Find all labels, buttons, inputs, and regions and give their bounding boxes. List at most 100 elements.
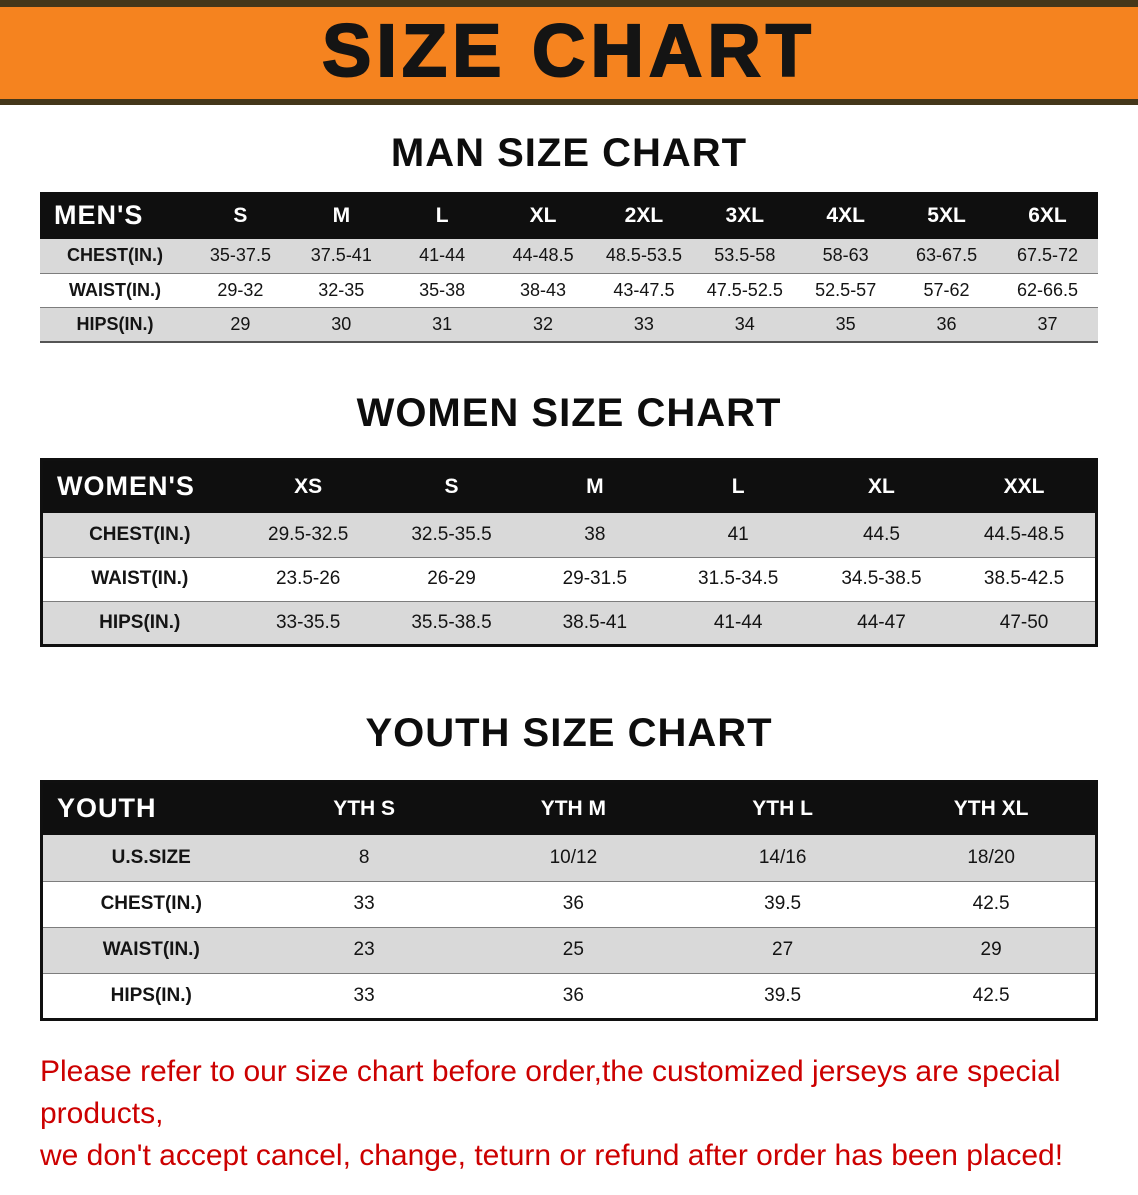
size-value-cell: 53.5-58 <box>714 245 776 266</box>
size-header-cell: XL <box>868 474 895 498</box>
size-header-cell: YTH XL <box>953 796 1029 820</box>
row-label: WAIST(IN.) <box>102 939 200 960</box>
size-value-cell: 38 <box>584 523 606 545</box>
size-header-cell: 3XL <box>725 203 765 227</box>
size-value-cell: 47-50 <box>999 611 1049 633</box>
row-label: HIPS(IN.) <box>76 313 154 334</box>
table-row: HIPS(IN.) 29 30 31 32 33 34 35 36 37 <box>40 307 1098 342</box>
size-value-cell: 57-62 <box>923 279 970 300</box>
size-header-cell: YTH S <box>333 796 396 820</box>
size-value-cell: 44-48.5 <box>512 245 574 266</box>
size-header-cell: 2XL <box>624 203 664 227</box>
size-value-cell: 36 <box>562 893 584 914</box>
table-row: CHEST(IN.) 29.5-32.5 32.5-35.5 38 41 44.5 44.5… <box>41 513 1097 557</box>
notice-line-1: Please refer to our size chart before or… <box>40 1054 1061 1130</box>
table-title-cell: YOUTH <box>57 793 157 824</box>
table-row: HIPS(IN.) 33 36 39.5 42.5 <box>41 973 1097 1019</box>
size-value-cell: 35.5-38.5 <box>411 611 492 633</box>
size-value-cell: 33 <box>353 984 375 1006</box>
size-value-cell: 39.5 <box>764 984 802 1006</box>
size-value-cell: 44-47 <box>857 611 906 633</box>
size-value-cell: 10/12 <box>549 846 598 868</box>
size-value-cell: 38.5-41 <box>562 611 628 633</box>
table-row: WAIST(IN.) 23 25 27 29 <box>41 927 1097 973</box>
table-row: WAIST(IN.) 29-32 32-35 35-38 38-43 43-47.5 47.… <box>40 273 1098 307</box>
banner: SIZE CHART <box>0 0 1138 105</box>
size-value-cell: 29-32 <box>217 279 264 300</box>
size-value-cell: 42.5 <box>972 984 1010 1006</box>
size-value-cell: 36 <box>562 984 584 1006</box>
size-value-cell: 29 <box>230 313 251 334</box>
size-value-cell: 30 <box>331 313 352 334</box>
size-header-cell: YTH M <box>540 796 607 820</box>
youth-section: YOUTH SIZE CHART YOUTH YTH S YTH M YTH L YTH… <box>0 647 1138 1021</box>
size-header-cell: XS <box>294 474 323 498</box>
size-value-cell: 37 <box>1037 313 1058 334</box>
size-value-cell: 29 <box>980 939 1002 960</box>
notice-line-2: we don't accept cancel, change, teturn o… <box>40 1138 1064 1172</box>
women-size-table: WOMEN'S XS S M L XL XXL CHEST(IN.) 29.5-32.5 32.5… <box>40 457 1098 647</box>
header-row: YOUTH YTH S YTH M YTH L YTH XL <box>41 781 1097 835</box>
size-value-cell: 14/16 <box>758 846 807 868</box>
size-value-cell: 8 <box>358 846 370 868</box>
size-value-cell: 35-38 <box>419 279 466 300</box>
table-title-cell: WOMEN'S <box>57 471 195 502</box>
size-header-cell: 5XL <box>927 203 966 227</box>
size-value-cell: 52.5-57 <box>815 279 877 300</box>
size-value-cell: 33-35.5 <box>275 611 341 633</box>
size-value-cell: 23.5-26 <box>275 568 341 589</box>
row-label: CHEST(IN.) <box>67 245 163 266</box>
size-header-cell: XL <box>529 203 557 227</box>
size-value-cell: 32 <box>533 313 554 334</box>
row-label: HIPS(IN.) <box>110 984 192 1006</box>
size-value-cell: 18/20 <box>967 846 1015 868</box>
table-row: U.S.SIZE 8 10/12 14/16 18/20 <box>41 835 1097 881</box>
size-value-cell: 32.5-35.5 <box>411 523 492 545</box>
size-header-cell: XXL <box>1003 474 1045 498</box>
size-value-cell: 29-31.5 <box>562 568 628 589</box>
size-value-cell: 35-37.5 <box>209 245 271 266</box>
size-value-cell: 25 <box>562 939 584 960</box>
row-label: CHEST(IN.) <box>89 523 191 545</box>
size-value-cell: 44.5 <box>862 523 900 545</box>
women-section: WOMEN SIZE CHART WOMEN'S XS S M L XL XXL CHEST(… <box>0 343 1138 647</box>
size-value-cell: 23 <box>353 939 375 960</box>
table-row: CHEST(IN.) 35-37.5 37.5-41 41-44 44-48.5 48.5… <box>40 239 1098 273</box>
row-label: WAIST(IN.) <box>69 279 161 300</box>
youth-section-heading: YOUTH SIZE CHART <box>365 710 773 755</box>
size-value-cell: 42.5 <box>972 893 1010 914</box>
size-value-cell: 39.5 <box>764 893 802 914</box>
table-title-cell: MEN'S <box>54 200 144 230</box>
size-value-cell: 44.5-48.5 <box>983 523 1065 545</box>
size-value-cell: 32-35 <box>318 279 365 300</box>
table-row: CHEST(IN.) 33 36 39.5 42.5 <box>41 881 1097 927</box>
footer-notice: Please refer to our size chart before or… <box>0 1051 1138 1195</box>
size-value-cell: 31 <box>432 313 453 334</box>
row-label: HIPS(IN.) <box>99 611 181 633</box>
size-value-cell: 35 <box>835 313 856 334</box>
row-label: U.S.SIZE <box>111 846 191 868</box>
size-value-cell: 34 <box>734 313 755 334</box>
header-row: MEN'S S M L XL 2XL 3XL 4XL 5XL 6XL <box>40 192 1098 239</box>
row-label: WAIST(IN.) <box>91 568 189 589</box>
table-row: WAIST(IN.) 23.5-26 26-29 29-31.5 31.5-34.5 34… <box>41 557 1097 601</box>
size-value-cell: 63-67.5 <box>916 245 978 266</box>
size-header-cell: L <box>731 474 745 498</box>
size-value-cell: 29.5-32.5 <box>268 523 349 545</box>
row-label: CHEST(IN.) <box>100 893 202 914</box>
header-row: WOMEN'S XS S M L XL XXL <box>41 459 1097 513</box>
size-header-cell: 6XL <box>1028 203 1067 227</box>
size-header-cell: S <box>444 474 459 498</box>
size-value-cell: 47.5-52.5 <box>706 279 783 300</box>
size-value-cell: 38.5-42.5 <box>983 568 1065 589</box>
size-value-cell: 43-47.5 <box>613 279 675 300</box>
men-size-table: MEN'S S M L XL 2XL 3XL 4XL 5XL 6XL CHEST(IN.) 35-37… <box>40 192 1098 343</box>
page-title: SIZE CHART <box>321 8 816 93</box>
size-value-cell: 41 <box>727 523 749 545</box>
size-value-cell: 37.5-41 <box>310 245 372 266</box>
men-section-heading: MAN SIZE CHART <box>390 131 748 175</box>
table-row: HIPS(IN.) 33-35.5 35.5-38.5 38.5-41 41-44 44-… <box>41 601 1097 645</box>
size-header-cell: M <box>586 474 604 498</box>
men-section: MAN SIZE CHART MEN'S S M L XL 2XL 3XL 4XL 5XL 6XL… <box>0 105 1138 343</box>
